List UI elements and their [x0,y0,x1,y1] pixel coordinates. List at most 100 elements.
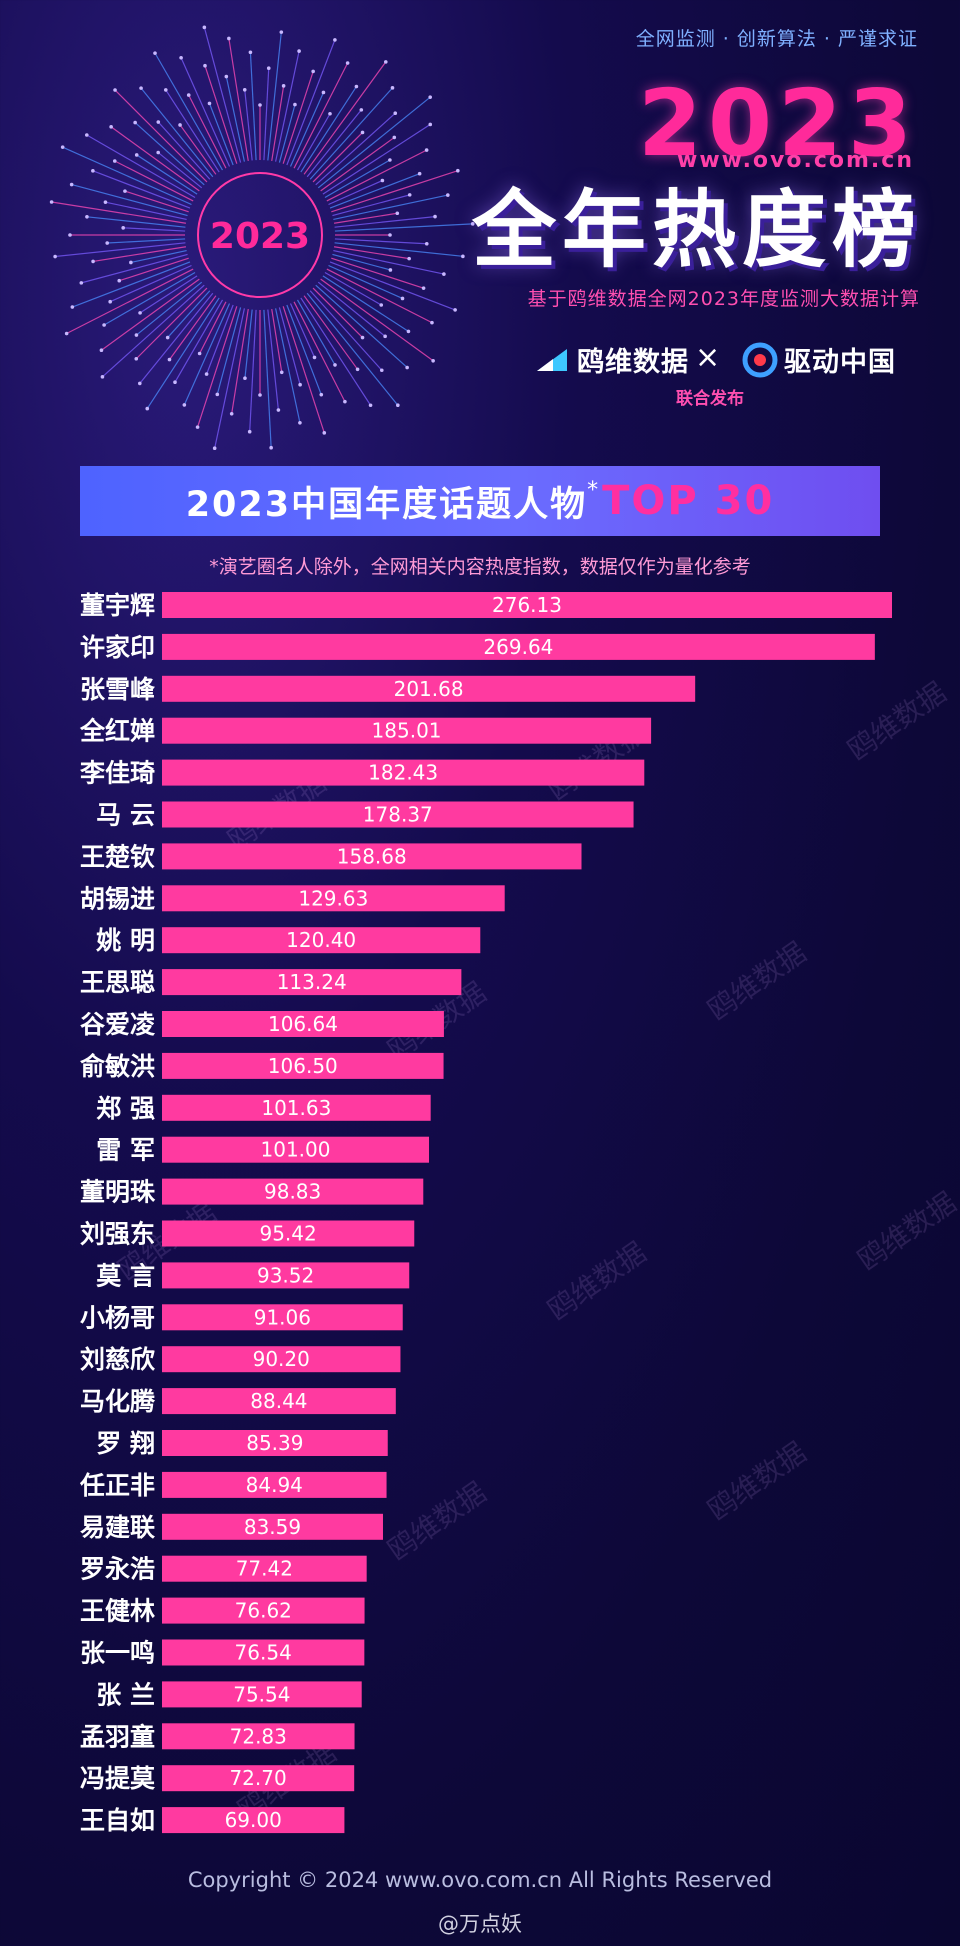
burst-ray [130,250,187,264]
burst-ray [303,295,359,370]
burst-spark [417,171,422,176]
burst-spark [446,193,450,197]
burst-ray [165,89,220,173]
burst-ray [329,173,420,209]
value-label: 83.59 [244,1515,301,1539]
burst-spark [392,135,397,140]
burst-ray [199,301,227,354]
category-label: 罗永浩 [80,1555,155,1584]
category-label: 王健林 [80,1597,155,1626]
burst-ray [136,281,203,336]
burst-spark [297,49,301,53]
burst-ray [300,297,372,406]
burst-spark [195,425,200,429]
burst-ray [326,268,433,324]
burst-spark [70,305,75,309]
value-label: 88.44 [250,1389,307,1413]
bar [162,1807,345,1834]
burst-ray [66,268,194,335]
burst-spark [393,111,398,116]
category-label: 王思聪 [80,968,155,997]
category-label: 俞敏洪 [79,1052,155,1081]
value-label: 72.83 [230,1724,287,1748]
burst-spark [247,429,252,434]
burst-spark [333,38,337,42]
bar [162,759,645,786]
burst-ray [271,308,283,373]
burst-ray [278,307,301,385]
burst-spark [319,392,324,397]
value-label: 85.39 [246,1431,303,1455]
bar [162,1220,415,1247]
burst-spark [424,148,429,152]
burst-ray [136,154,198,195]
burst-spark [242,87,247,92]
burst-ray [289,303,316,358]
burst-spark [345,61,350,65]
burst-ray [167,290,211,338]
burst-spark [179,55,183,60]
category-label: 冯提莫 [80,1764,156,1793]
value-label: 106.50 [268,1054,338,1078]
burst-ray [334,223,473,232]
burst-ray [103,271,196,326]
burst-spark [102,323,106,327]
burst-ray [328,264,403,299]
bar [162,885,505,912]
burst-spark [49,200,54,204]
chart-title-asterisk: * [587,478,599,503]
bar [162,1136,430,1163]
bar [162,1681,362,1708]
burst-spark [229,411,234,416]
burst-ray [188,94,227,169]
bar [162,1723,355,1750]
burst-spark [322,431,327,435]
burst-spark [461,254,465,259]
burst-spark [84,133,89,137]
burst-spark [134,333,139,337]
burst-ray [334,242,463,257]
burst-spark [207,101,212,106]
burst-ray [263,68,270,161]
burst-spark [360,130,365,135]
bar [162,1639,365,1666]
value-label: 113.24 [277,970,347,994]
burst-spark [173,380,177,385]
burst-ray [154,52,224,171]
burst-spark [298,382,302,387]
burst-ray [293,62,349,169]
burst-spark [212,446,217,451]
value-label: 182.43 [368,761,438,785]
burst-spark [117,278,122,283]
burst-spark [379,303,384,307]
burst-ray [179,124,217,175]
burst-spark [395,211,400,216]
burst-ray [267,32,282,161]
burst-ray [174,299,224,383]
burst-ray [206,304,234,375]
burst-spark [279,370,284,375]
burst-spark [388,268,393,272]
chart-title-band: 2023中国年度话题人物 * TOP 30 [80,466,880,536]
burst-spark [407,193,412,197]
burst-ray [331,257,424,289]
burst-ray [92,170,191,209]
burst-ray [228,38,249,162]
site-url: www.ovo.com.cn [677,148,914,173]
burst-ray [86,216,186,228]
burst-rays [49,25,475,451]
burst-ray [123,227,186,232]
burst-spark [428,95,432,99]
burst-ray [183,303,231,406]
value-label: 120.40 [286,928,356,952]
ouwei-logo-text: 鸥维数据 [577,347,689,378]
burst-ray [81,253,188,284]
burst-ray [214,308,245,449]
burst-ray [204,65,238,164]
bar [162,633,875,660]
burst-spark [380,178,385,183]
burst-ray [231,308,249,414]
value-label: 101.00 [261,1138,331,1162]
category-label: 董明珠 [80,1178,156,1207]
burst-ray [289,92,324,167]
